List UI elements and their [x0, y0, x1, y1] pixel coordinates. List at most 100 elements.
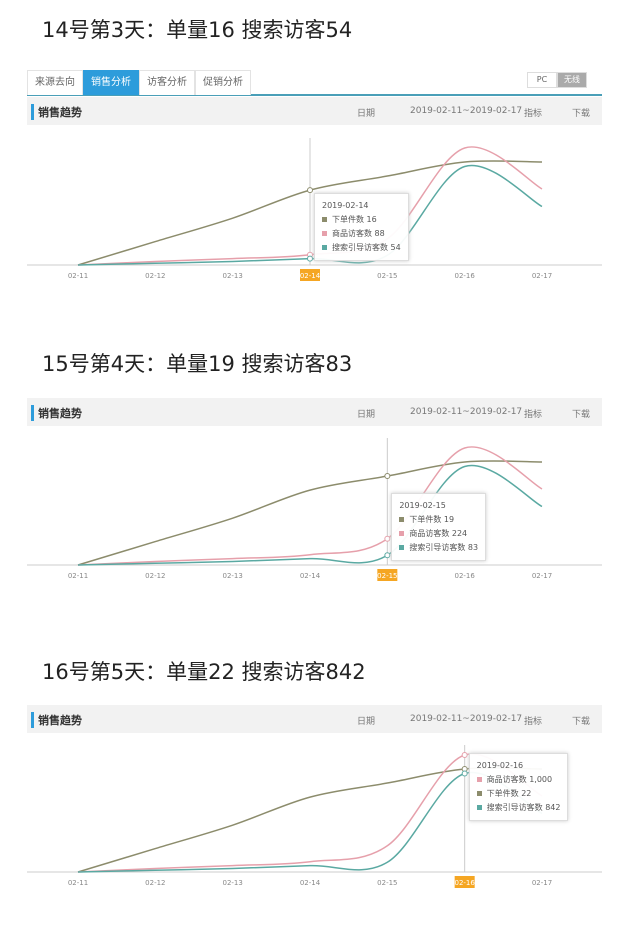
- tab-0[interactable]: 来源去向: [27, 70, 83, 95]
- tooltip-label: 下单件数: [486, 789, 519, 798]
- download-button[interactable]: 下载: [572, 109, 591, 119]
- highlight-point-search_visitors: [384, 552, 391, 559]
- series-line-search_visitors: [77, 464, 543, 566]
- tooltip-row: 下单件数 19: [399, 513, 478, 527]
- tooltip-row: 下单件数 22: [476, 787, 561, 801]
- date-range[interactable]: 2019-02-11~2019-02-17: [410, 714, 523, 724]
- legend-swatch: [476, 777, 482, 782]
- x-tick-label: 02-17: [532, 572, 552, 580]
- legend-swatch: [322, 231, 327, 236]
- analysis-tabs: 来源去向 销售分析 访客分析 促销分析: [27, 70, 602, 96]
- tab-3[interactable]: 促销分析: [195, 70, 251, 95]
- tooltip-label: 下单件数: [332, 215, 364, 224]
- section-title: 销售趋势: [31, 104, 82, 120]
- tooltip-row: 搜索引导访客数 83: [399, 541, 478, 555]
- metric-dropdown[interactable]: 指标: [524, 717, 543, 727]
- legend-swatch: [476, 791, 482, 796]
- download-button[interactable]: 下载: [572, 717, 591, 727]
- x-tick-label: 02-13: [222, 272, 242, 280]
- panel-heading: 14号第3天：单量16 搜索访客54: [42, 18, 353, 42]
- tooltip-value: 22: [521, 789, 532, 798]
- date-dropdown[interactable]: 日期: [357, 109, 376, 119]
- date-range[interactable]: 2019-02-11~2019-02-17: [410, 106, 523, 116]
- tab-2[interactable]: 访客分析: [139, 70, 195, 95]
- highlight-tick-bg: [377, 569, 398, 581]
- x-tick-label: 02-16: [454, 272, 475, 280]
- x-tick-label: 02-11: [68, 272, 88, 280]
- highlight-point-orders: [307, 187, 313, 194]
- download-button[interactable]: 下载: [572, 410, 591, 420]
- tooltip-label: 搜索引导访客数: [332, 243, 388, 252]
- x-tick-label: 02-14: [300, 879, 321, 887]
- toolbar: 销售趋势 日期 2019-02-11~2019-02-17 指标 下载: [27, 398, 602, 426]
- x-tick-label: 02-12: [145, 572, 165, 580]
- legend-swatch: [399, 545, 405, 550]
- x-tick-label: 02-14: [300, 272, 321, 280]
- metric-dropdown[interactable]: 指标: [524, 410, 543, 420]
- tooltip-row: 搜索引导访客数 842: [476, 801, 561, 815]
- tooltip-row: 商品访客数 224: [399, 527, 478, 541]
- highlight-tick-bg: [300, 269, 320, 281]
- section-title: 销售趋势: [31, 405, 82, 421]
- tooltip-value: 842: [545, 803, 561, 812]
- tooltip: 2019-02-16 商品访客数 1,000 下单件数 22 搜索引导访客数 842: [468, 753, 569, 821]
- tooltip-row: 下单件数 16: [322, 213, 401, 227]
- panel-heading: 16号第5天：单量22 搜索访客842: [42, 660, 366, 684]
- x-tick-label: 02-15: [377, 572, 397, 580]
- tooltip-label: 搜索引导访客数: [409, 543, 466, 552]
- tab-1[interactable]: 销售分析: [83, 70, 139, 95]
- legend-swatch: [399, 517, 405, 522]
- highlight-point-product_visitors: [461, 752, 468, 758]
- device-toggle: PC 无线: [527, 72, 587, 88]
- tooltip-label: 商品访客数: [332, 229, 372, 238]
- legend-swatch: [322, 245, 327, 250]
- x-tick-label: 02-11: [68, 572, 88, 580]
- toolbar: 销售趋势 日期 2019-02-11~2019-02-17 指标 下载: [27, 97, 602, 125]
- metric-dropdown[interactable]: 指标: [524, 109, 543, 119]
- tooltip-date: 2019-02-16: [476, 761, 524, 770]
- tooltip: 2019-02-15 下单件数 19 商品访客数 224 搜索引导访客数 83: [391, 493, 487, 561]
- tooltip-value: 1,000: [529, 775, 553, 784]
- section-title: 销售趋势: [31, 712, 82, 728]
- tooltip-label: 商品访客数: [409, 529, 450, 538]
- x-tick-label: 02-15: [377, 272, 397, 280]
- sales-trend-chart: 02-11 02-12 02-13 02-14 02-15 02-16 02-17 2019-…: [27, 428, 602, 588]
- x-tick-label: 02-17: [532, 272, 552, 280]
- legend-swatch: [399, 531, 405, 536]
- tooltip: 2019-02-14 下单件数 16 商品访客数 88 搜索引导访客数 54: [314, 193, 409, 261]
- tooltip-value: 54: [390, 243, 401, 252]
- x-tick-label: 02-12: [145, 879, 165, 887]
- x-tick-label: 02-16: [454, 879, 475, 887]
- tooltip-row: 商品访客数 88: [322, 227, 401, 241]
- legend-swatch: [322, 217, 327, 222]
- x-tick-label: 02-14: [300, 572, 321, 580]
- tooltip-label: 下单件数: [409, 515, 442, 524]
- highlight-point-orders: [384, 473, 391, 480]
- pc-button[interactable]: PC: [527, 72, 557, 88]
- highlight-point-product_visitors: [384, 535, 391, 542]
- tooltip-label: 搜索引导访客数: [486, 803, 543, 812]
- x-tick-label: 02-15: [377, 879, 397, 887]
- tooltip-value: 83: [467, 543, 479, 552]
- x-tick-label: 02-12: [145, 272, 165, 280]
- tooltip-date: 2019-02-15: [399, 501, 446, 510]
- legend-swatch: [476, 805, 482, 810]
- date-dropdown[interactable]: 日期: [357, 717, 376, 727]
- tooltip-value: 16: [366, 215, 377, 224]
- tooltip-row: 商品访客数 1,000: [476, 773, 561, 787]
- highlight-point-search_visitors: [461, 770, 468, 777]
- date-dropdown[interactable]: 日期: [357, 410, 376, 420]
- highlight-point-search_visitors: [307, 255, 313, 262]
- tooltip-label: 商品访客数: [486, 775, 527, 784]
- tooltip-value: 88: [374, 229, 385, 238]
- wireless-button[interactable]: 无线: [557, 72, 587, 88]
- date-range[interactable]: 2019-02-11~2019-02-17: [410, 407, 523, 417]
- tooltip-date: 2019-02-14: [322, 201, 369, 210]
- series-line-product_visitors: [77, 446, 543, 566]
- x-tick-label: 02-13: [222, 879, 242, 887]
- x-tick-label: 02-11: [68, 879, 88, 887]
- x-tick-label: 02-13: [222, 572, 242, 580]
- toolbar: 销售趋势 日期 2019-02-11~2019-02-17 指标 下载: [27, 705, 602, 733]
- tooltip-value: 224: [451, 529, 468, 538]
- panel-heading: 15号第4天：单量19 搜索访客83: [42, 352, 353, 376]
